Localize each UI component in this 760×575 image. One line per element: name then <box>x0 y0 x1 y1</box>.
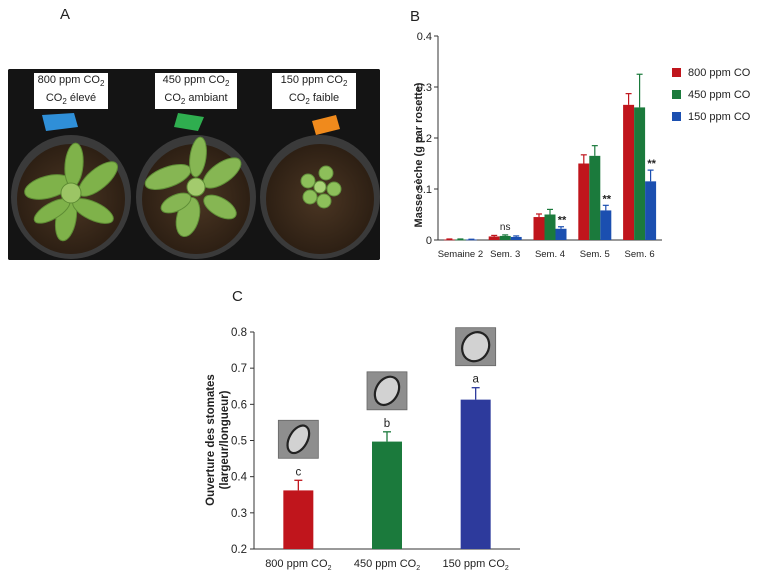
pot-label-3: 150 ppm CO2 CO2 faible <box>272 73 356 109</box>
significance-label: ** <box>558 215 567 227</box>
y-tick-label: 0.4 <box>417 31 432 43</box>
x-tick-label: 150 ppm CO2 <box>443 558 509 572</box>
panel-label-c: C <box>232 288 243 305</box>
bar <box>533 217 545 240</box>
significance-label: ** <box>647 158 656 170</box>
panel-label-b: B <box>410 8 421 25</box>
panel-label-a: A <box>60 6 71 23</box>
bar <box>555 228 567 240</box>
stomata-pore <box>461 331 491 363</box>
bar <box>454 239 466 241</box>
legend-label: 150 ppm CO2 <box>688 111 750 125</box>
bar <box>634 107 646 241</box>
x-tick-label: 800 ppm CO2 <box>265 558 331 572</box>
significance-label: ns <box>500 222 511 233</box>
x-tick-label: Sem. 6 <box>625 249 655 260</box>
y-tick-label: 0.3 <box>231 508 247 520</box>
bar <box>488 236 500 240</box>
stomata-image <box>366 371 408 411</box>
y-tick-label: 0.1 <box>417 184 432 196</box>
stomata-image <box>455 327 497 367</box>
y-axis-title-line1: Ouverture des stomates <box>205 374 217 506</box>
bar <box>578 163 590 240</box>
pot-1 <box>11 113 131 259</box>
y-tick-label: 0.3 <box>417 82 432 94</box>
bar <box>510 236 522 240</box>
bar <box>623 104 635 240</box>
pot-label-2: 450 ppm CO2 CO2 ambiant <box>155 73 237 109</box>
y-tick-label: 0.7 <box>231 363 247 375</box>
y-tick-label: 0.8 <box>231 327 247 339</box>
bar <box>544 214 556 240</box>
stomata-pore <box>286 424 311 455</box>
x-tick-label: 450 ppm CO2 <box>354 558 420 572</box>
plant-tag-3 <box>312 115 340 135</box>
bar <box>589 155 601 240</box>
x-tick-label: Semaine 2 <box>438 249 483 260</box>
plant-tag-1 <box>42 113 78 131</box>
legend-swatch <box>672 68 681 77</box>
bar <box>600 210 612 240</box>
stomata-pore <box>373 375 401 407</box>
significance-letter: c <box>295 466 301 478</box>
y-tick-label: 0.2 <box>417 133 432 145</box>
pot-2 <box>136 113 256 259</box>
bar <box>465 239 477 241</box>
legend-swatch <box>672 90 681 99</box>
stomata-chart: Ouverture des stomates (largeur/longueur… <box>205 327 520 572</box>
bar <box>372 441 402 549</box>
bar <box>443 239 455 241</box>
x-tick-label: Sem. 5 <box>580 249 610 260</box>
legend-swatch <box>672 112 681 121</box>
y-tick-label: 0.5 <box>231 436 247 448</box>
bar <box>460 399 491 549</box>
legend-label: 800 ppm CO2 <box>688 67 750 81</box>
y-tick-label: 0.2 <box>231 544 247 556</box>
y-axis-title-line2: (largeur/longueur) <box>219 390 231 489</box>
bar <box>499 235 511 240</box>
bar <box>283 490 314 549</box>
y-tick-label: 0.6 <box>231 399 247 411</box>
y-axis-title: Masse sèche (g par rosette) <box>413 82 425 227</box>
significance-letter: b <box>384 418 390 430</box>
plant-tag-2 <box>174 113 204 131</box>
significance-letter: a <box>472 374 479 386</box>
dry-mass-chart: Masse sèche (g par rosette) 0 0.1 0.2 0.3 0.… <box>413 31 750 260</box>
pot-3 <box>260 115 380 259</box>
bar <box>645 181 657 240</box>
stomata-image <box>277 419 319 459</box>
pot-label-1: 800 ppm CO2 CO2 élevé <box>34 73 108 109</box>
x-tick-label: Sem. 4 <box>535 249 565 260</box>
x-tick-label: Sem. 3 <box>490 249 520 260</box>
y-tick-label: 0 <box>426 235 432 247</box>
legend-label: 450 ppm CO2 <box>688 89 750 103</box>
significance-label: ** <box>603 193 612 205</box>
y-tick-label: 0.4 <box>231 472 248 484</box>
